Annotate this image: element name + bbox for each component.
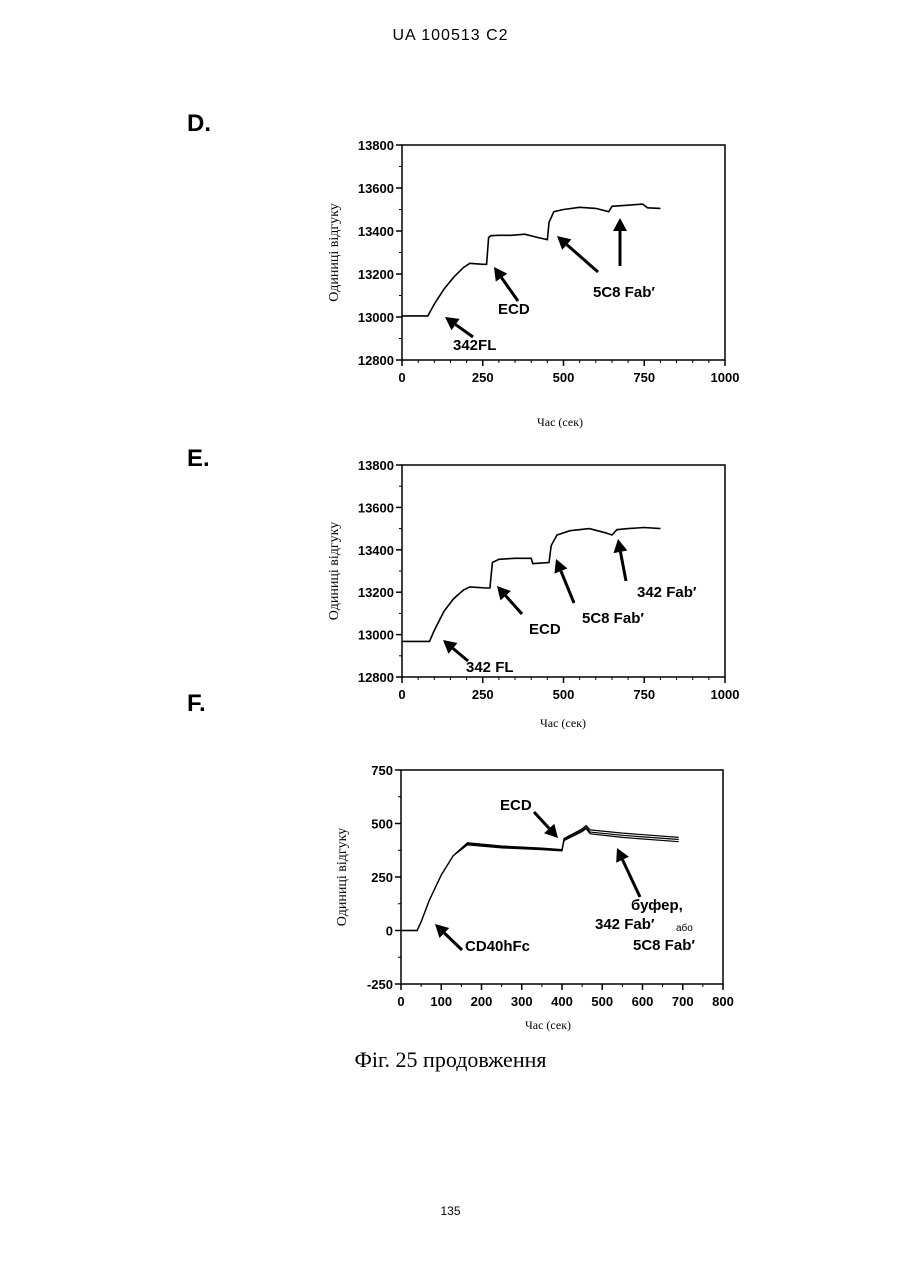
annotation-or: або: [676, 922, 693, 934]
y-axis-label: Одиниці відгуку: [335, 828, 350, 926]
arrow-cd40hfc: [435, 924, 462, 950]
x-tick-label: 400: [551, 994, 573, 1009]
y-tick-label: 750: [371, 763, 393, 778]
x-tick-label: 500: [591, 994, 613, 1009]
x-tick-label: 300: [511, 994, 533, 1009]
series-line-1: [401, 826, 679, 931]
x-tick-label: 800: [712, 994, 734, 1009]
x-tick-label: 700: [672, 994, 694, 1009]
y-tick-label: 250: [371, 870, 393, 885]
y-tick-label: -250: [367, 977, 393, 992]
x-tick-label: 200: [471, 994, 493, 1009]
annotation-5c8-fab: 5C8 Fab′: [633, 937, 695, 954]
arrow-buffer: [616, 848, 640, 897]
x-tick-label: 600: [632, 994, 654, 1009]
figure-caption: Фіг. 25 продовження: [0, 1047, 901, 1073]
annotation-342-fab: 342 Fab′: [595, 916, 655, 933]
x-tick-label: 100: [430, 994, 452, 1009]
chart-f: 0 100 200 300 400 500 600 700 800 -250 0 250 500 750 Ч…: [0, 0, 901, 1040]
y-tick-label: 500: [371, 817, 393, 832]
annotation-buffer: буфер,: [631, 897, 683, 914]
annotation-cd40hfc: CD40hFc: [465, 938, 530, 955]
annotation-ecd: ECD: [500, 797, 532, 814]
arrow-ecd: [534, 812, 558, 838]
x-tick-label: 0: [397, 994, 404, 1009]
y-tick-label: 0: [386, 924, 393, 939]
x-axis-label: Час (сек): [525, 1018, 571, 1032]
page-number: 135: [0, 1204, 901, 1218]
